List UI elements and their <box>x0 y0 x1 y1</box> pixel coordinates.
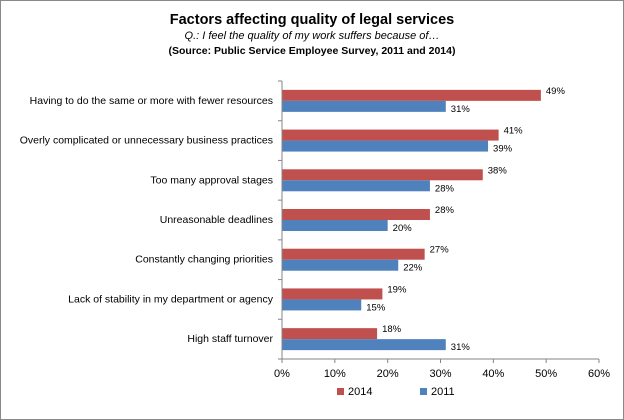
data-label-2011-7: 31% <box>451 342 471 353</box>
category-label: Overly complicated or unnecessary busine… <box>20 135 273 147</box>
bar-2014-5 <box>282 248 425 260</box>
chart-title: Factors affecting quality of legal servi… <box>170 12 454 28</box>
x-tick-label: 60% <box>588 368 610 380</box>
x-tick-label: 20% <box>377 368 399 380</box>
bar-2014-7 <box>282 328 378 340</box>
legend-label-2011: 2011 <box>431 386 455 398</box>
bar-2011-7 <box>282 339 446 351</box>
data-label-2011-5: 22% <box>403 263 423 274</box>
data-label-2011-2: 39% <box>493 144 513 155</box>
bar-2014-2 <box>282 129 499 141</box>
category-label: Unreasonable deadlines <box>160 214 273 226</box>
category-label: High staff turnover <box>187 333 273 345</box>
bar-2011-6 <box>282 299 362 311</box>
bar-2011-4 <box>282 220 388 231</box>
category-label: Having to do the same or more with fewer… <box>30 95 273 107</box>
category-label: Constantly changing priorities <box>135 254 273 266</box>
chart-source: (Source: Public Service Employee Survey,… <box>169 45 456 57</box>
data-label-2014-7: 18% <box>382 324 402 335</box>
x-tick-label: 30% <box>429 368 451 380</box>
bar-2011-1 <box>282 100 446 112</box>
bar-2011-3 <box>282 180 430 192</box>
legend-swatch-2011 <box>420 388 427 395</box>
category-label: Too many approval stages <box>150 174 273 186</box>
bar-2014-6 <box>282 288 383 300</box>
legend-swatch-2014 <box>337 388 344 395</box>
x-tick-label: 40% <box>482 368 504 380</box>
plot-area: Having to do the same or more with fewer… <box>20 80 610 380</box>
x-tick-label: 50% <box>535 368 557 380</box>
data-label-2014-6: 19% <box>387 284 407 295</box>
bar-2011-2 <box>282 140 489 152</box>
bar-2014-4 <box>282 209 430 220</box>
data-label-2014-5: 27% <box>430 245 450 256</box>
x-tick-label: 10% <box>324 368 346 380</box>
data-label-2014-3: 38% <box>488 165 508 176</box>
category-label: Lack of stability in my department or ag… <box>68 293 274 305</box>
data-label-2011-6: 15% <box>366 302 386 313</box>
legend: 2014 2011 <box>337 386 455 398</box>
bar-2011-5 <box>282 259 399 271</box>
legend-label-2014: 2014 <box>348 386 372 398</box>
data-label-2011-1: 31% <box>451 104 471 115</box>
data-label-2014-1: 49% <box>546 86 566 97</box>
x-tick-label: 0% <box>274 368 290 380</box>
chart-subtitle: Q.: I feel the quality of my work suffer… <box>185 30 440 42</box>
bar-2014-1 <box>282 89 541 101</box>
data-label-2011-3: 28% <box>435 183 455 194</box>
data-label-2011-4: 20% <box>393 223 413 234</box>
data-label-2014-4: 28% <box>435 205 455 216</box>
bar-2014-3 <box>282 169 483 181</box>
data-label-2014-2: 41% <box>504 126 524 137</box>
